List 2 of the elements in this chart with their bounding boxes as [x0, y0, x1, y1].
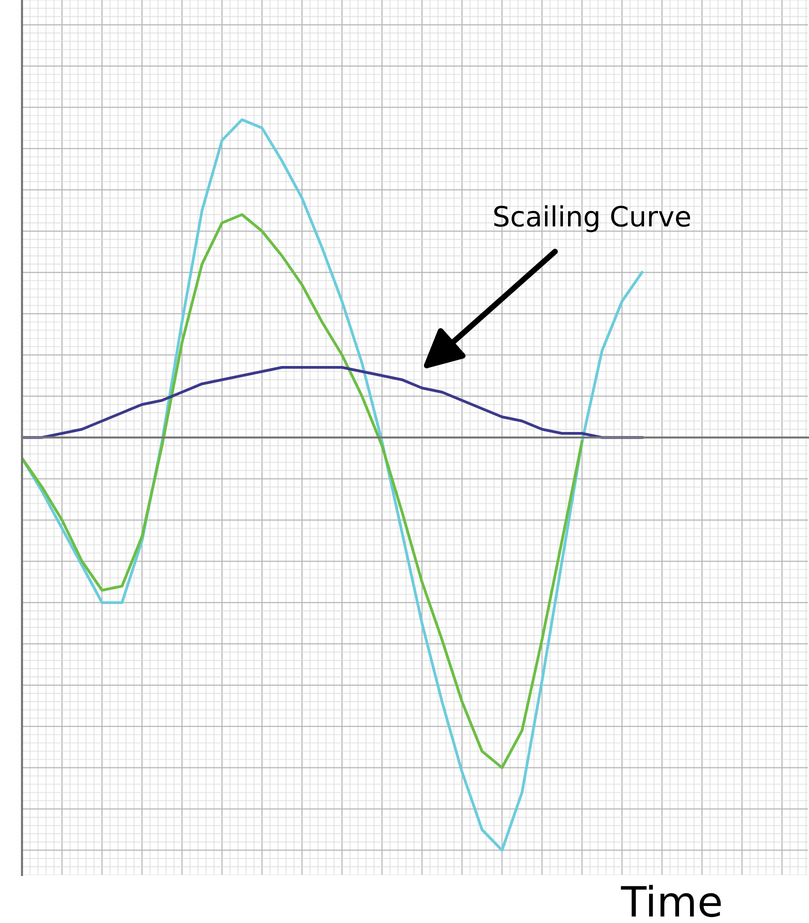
annotation: Scailing Curve [494, 205, 690, 232]
x-axis-title: Time [620, 884, 721, 918]
